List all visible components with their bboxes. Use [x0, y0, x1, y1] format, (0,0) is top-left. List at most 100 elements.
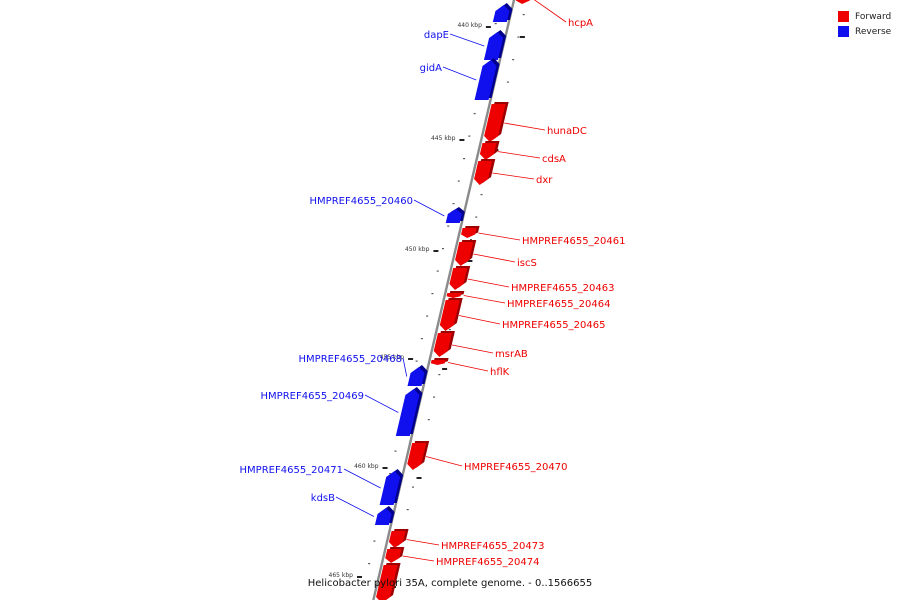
- axis-tick-label: 445 kbp: [431, 135, 456, 142]
- minor-tick: [389, 473, 392, 475]
- gene-label: kdsB: [311, 493, 335, 504]
- minor-tick: [480, 194, 483, 196]
- legend-label-reverse: Reverse: [855, 26, 892, 37]
- gene-label: dapE: [424, 30, 449, 41]
- major-tick: [459, 139, 465, 141]
- gene-leader-line: [533, 0, 567, 23]
- gene-arrow-HMPREF4655_20469[interactable]: [395, 389, 420, 436]
- gene-label: HMPREF4655_20461: [522, 236, 625, 247]
- gene-leader-line: [467, 278, 510, 288]
- major-tick: [408, 358, 414, 360]
- gene-leader-line: [402, 555, 435, 562]
- gene-leader-line: [335, 496, 375, 517]
- minor-tick: [512, 59, 515, 61]
- gene-arrow-dapE[interactable]: [483, 32, 504, 60]
- gene-label: HMPREF4655_20474: [436, 557, 539, 568]
- major-tick: [519, 36, 525, 38]
- major-tick: [433, 250, 439, 252]
- major-tick: [485, 26, 491, 28]
- gene-leader-line: [473, 253, 516, 263]
- gene-leader-line: [478, 232, 521, 241]
- gene-leader-line: [504, 122, 546, 131]
- gene-leader-line: [413, 199, 445, 217]
- major-tick: [382, 467, 388, 469]
- major-tick: [467, 260, 473, 262]
- minor-tick: [427, 419, 430, 421]
- legend: Forward Reverse: [838, 9, 891, 39]
- gene-label: iscS: [517, 258, 537, 269]
- gene-leader-line: [402, 357, 408, 377]
- gene-label: dxr: [536, 175, 553, 186]
- gene-label: HMPREF4655_20473: [441, 541, 544, 552]
- gene-leader-line: [442, 66, 477, 81]
- minor-tick: [431, 293, 434, 295]
- reverse-swatch: [838, 26, 849, 37]
- gene-arrow-iscS[interactable]: [455, 242, 474, 266]
- gene-arrow-HMPREF4655_20473[interactable]: [388, 531, 406, 548]
- minor-tick: [415, 360, 418, 362]
- gene-label: HMPREF4655_20469: [261, 391, 364, 402]
- genome-caption: Helicobacter pylori 35A, complete genome…: [307, 578, 593, 589]
- gene-arrow-HMPREF4655_20471[interactable]: [379, 471, 401, 505]
- gene-label: HMPREF4655_20463: [511, 283, 614, 294]
- gene-leader-line: [458, 315, 501, 325]
- legend-label-forward: Forward: [855, 11, 892, 22]
- gene-arrow-unlabeled[interactable]: [376, 565, 398, 600]
- minor-tick: [406, 509, 409, 511]
- gene-arrow-HMPREF4655_20464[interactable]: [446, 293, 462, 298]
- gene-leader-line: [425, 456, 463, 467]
- minor-tick: [436, 270, 439, 272]
- major-tick: [442, 368, 448, 370]
- minor-tick: [448, 329, 451, 331]
- minor-tick: [469, 239, 472, 241]
- gene-arrow-HMPREF4655_20465[interactable]: [439, 300, 460, 331]
- gene-arrow-unlabeled[interactable]: [492, 5, 510, 22]
- gene-leader-line: [343, 468, 381, 489]
- minor-tick: [394, 450, 397, 452]
- gene-arrow-hcpA[interactable]: [515, 0, 532, 4]
- gene-arrow-msrAB[interactable]: [433, 333, 452, 357]
- gene-arrow-HMPREF4655_20470[interactable]: [407, 443, 427, 470]
- gene-label: gidA: [420, 63, 442, 74]
- minor-tick: [506, 81, 509, 83]
- minor-tick: [517, 36, 520, 38]
- gene-arrow-kdsB[interactable]: [374, 508, 392, 525]
- gene-label: HMPREF4655_20460: [310, 196, 413, 207]
- axis-tick-label: 460 kbp: [354, 463, 379, 470]
- gene-label: hunaDC: [547, 126, 587, 137]
- gene-leader-line: [364, 394, 399, 413]
- gene-label: cdsA: [542, 154, 566, 165]
- gene-leader-line: [497, 151, 541, 159]
- axis-tick-label: 465 kbp: [329, 572, 354, 579]
- legend-item-reverse: Reverse: [838, 24, 891, 39]
- minor-tick: [420, 338, 423, 340]
- gene-arrow-dxr[interactable]: [474, 161, 493, 185]
- minor-tick: [468, 135, 471, 137]
- legend-item-forward: Forward: [838, 9, 891, 24]
- gene-arrow-HMPREF4655_20463[interactable]: [449, 268, 468, 290]
- minor-tick: [438, 374, 441, 376]
- gene-arrow-gidA[interactable]: [474, 60, 497, 100]
- gene-label: hcpA: [568, 18, 593, 29]
- minor-tick: [522, 14, 525, 16]
- gene-label: HMPREF4655_20464: [507, 299, 610, 310]
- minor-tick: [475, 216, 478, 218]
- gene-arrow-HMPREF4655_20474[interactable]: [385, 549, 402, 563]
- forward-swatch: [838, 11, 849, 22]
- genome-backbone: [372, 0, 516, 600]
- gene-arrow-cdsA[interactable]: [479, 143, 497, 160]
- gene-label: HMPREF4655_20470: [464, 462, 567, 473]
- gene-leader-line: [492, 172, 535, 180]
- gene-leader-line: [449, 33, 485, 47]
- gene-label: HMPREF4655_20471: [240, 465, 343, 476]
- minor-tick: [457, 180, 460, 182]
- gene-arrow-HMPREF4655_20461[interactable]: [461, 228, 477, 238]
- gene-arrow-hunaDC[interactable]: [484, 104, 506, 142]
- gene-arrow-HMPREF4655_20468[interactable]: [407, 367, 425, 386]
- minor-tick: [452, 203, 455, 205]
- minor-tick: [441, 248, 444, 250]
- gene-label: HMPREF4655_20465: [502, 320, 605, 331]
- gene-arrow-HMPREF4655_20460[interactable]: [445, 209, 462, 223]
- gene-arrow-hflK[interactable]: [430, 360, 446, 365]
